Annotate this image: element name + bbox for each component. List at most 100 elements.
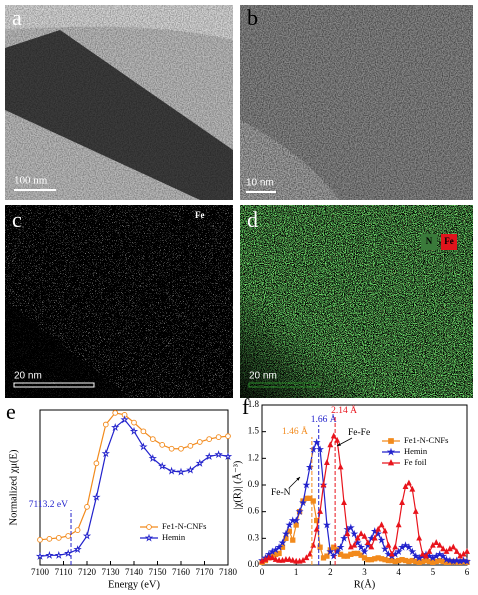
marker bbox=[276, 556, 283, 563]
x-tick-label: 7150 bbox=[149, 567, 168, 577]
x-tick-label: 3 bbox=[362, 567, 367, 577]
marker bbox=[435, 550, 444, 558]
scale-bar-label: 20 nm bbox=[14, 371, 42, 382]
marker bbox=[84, 504, 90, 510]
x-tick-label: 4 bbox=[396, 567, 401, 577]
marker bbox=[408, 547, 417, 556]
marker bbox=[146, 524, 152, 530]
marker bbox=[326, 547, 335, 556]
marker bbox=[129, 426, 139, 435]
scale-bar-label: 20 nm bbox=[249, 371, 277, 382]
plot-frame bbox=[39, 409, 229, 566]
marker bbox=[140, 428, 147, 435]
marker bbox=[351, 541, 358, 548]
marker bbox=[302, 480, 311, 489]
y-tick-label: 0.0 bbox=[248, 559, 260, 569]
marker bbox=[206, 436, 213, 442]
marker bbox=[55, 535, 62, 541]
marker bbox=[300, 556, 306, 563]
marker bbox=[412, 508, 419, 514]
y-tick-label: 0.6 bbox=[248, 506, 260, 516]
legend-label: Hemin bbox=[404, 446, 428, 456]
marker bbox=[186, 465, 195, 474]
marker bbox=[293, 557, 300, 564]
marker bbox=[290, 537, 296, 543]
marker bbox=[384, 550, 393, 558]
annotation: Fe-Fe bbox=[348, 428, 370, 438]
marker bbox=[159, 442, 166, 448]
marker bbox=[111, 423, 120, 431]
marker bbox=[102, 421, 109, 428]
marker bbox=[419, 550, 426, 557]
marker bbox=[269, 554, 276, 561]
legend-label: Hemin bbox=[162, 532, 186, 542]
marker bbox=[276, 550, 282, 557]
micrograph-d bbox=[240, 205, 473, 398]
marker bbox=[92, 492, 101, 501]
marker bbox=[358, 530, 365, 537]
marker bbox=[463, 557, 471, 565]
x-tick-label: 2 bbox=[328, 567, 333, 577]
marker bbox=[375, 525, 382, 532]
x-tick-label: 7160 bbox=[172, 567, 191, 577]
marker bbox=[214, 450, 223, 459]
marker bbox=[440, 545, 447, 552]
marker bbox=[357, 543, 366, 551]
marker bbox=[360, 547, 369, 556]
marker bbox=[131, 419, 137, 426]
panel-label: e bbox=[6, 399, 16, 424]
marker bbox=[382, 527, 388, 534]
marker bbox=[289, 556, 296, 563]
marker bbox=[460, 550, 467, 557]
marker bbox=[225, 433, 231, 440]
x-tick-label: 6 bbox=[465, 567, 470, 577]
element-label: N bbox=[426, 236, 433, 246]
marker bbox=[46, 535, 53, 542]
marker bbox=[368, 543, 375, 550]
element-label: Fe bbox=[444, 236, 454, 246]
marker bbox=[82, 531, 92, 540]
marker bbox=[323, 459, 330, 465]
arrow-head bbox=[296, 477, 300, 481]
marker bbox=[64, 549, 73, 557]
marker bbox=[387, 459, 395, 466]
marker bbox=[392, 543, 399, 550]
marker bbox=[306, 550, 313, 557]
micrograph-b bbox=[240, 5, 473, 200]
marker bbox=[350, 529, 359, 538]
annotation: 2.14 Å bbox=[331, 404, 357, 416]
marker bbox=[381, 544, 389, 553]
legend-label: Fe1-N-CNFs bbox=[162, 521, 206, 531]
marker bbox=[388, 438, 394, 444]
y-tick-label: 1.8 bbox=[248, 399, 260, 409]
marker bbox=[285, 520, 294, 529]
marker bbox=[416, 534, 423, 541]
marker bbox=[324, 553, 330, 559]
marker bbox=[144, 533, 154, 542]
marker bbox=[354, 534, 361, 541]
marker bbox=[402, 483, 409, 489]
marker bbox=[299, 498, 307, 507]
marker bbox=[158, 461, 167, 470]
marker bbox=[358, 552, 364, 558]
marker bbox=[74, 527, 81, 533]
x-tick-label: 7110 bbox=[55, 567, 73, 577]
x-tick-label: 0 bbox=[260, 567, 265, 577]
marker bbox=[439, 551, 448, 560]
marker bbox=[178, 445, 184, 452]
marker bbox=[386, 447, 396, 456]
marker bbox=[139, 442, 148, 451]
marker bbox=[337, 463, 344, 470]
marker bbox=[317, 508, 324, 514]
x-tick-label: 7130 bbox=[102, 567, 121, 577]
annotation: Fe-N bbox=[271, 488, 291, 498]
marker bbox=[399, 499, 406, 505]
marker bbox=[320, 481, 327, 488]
marker bbox=[394, 547, 403, 556]
marker bbox=[272, 556, 279, 562]
marker bbox=[167, 466, 176, 475]
marker bbox=[426, 548, 433, 554]
x-axis-label: Energy (eV) bbox=[108, 579, 160, 590]
marker bbox=[411, 551, 420, 560]
marker bbox=[364, 539, 371, 545]
